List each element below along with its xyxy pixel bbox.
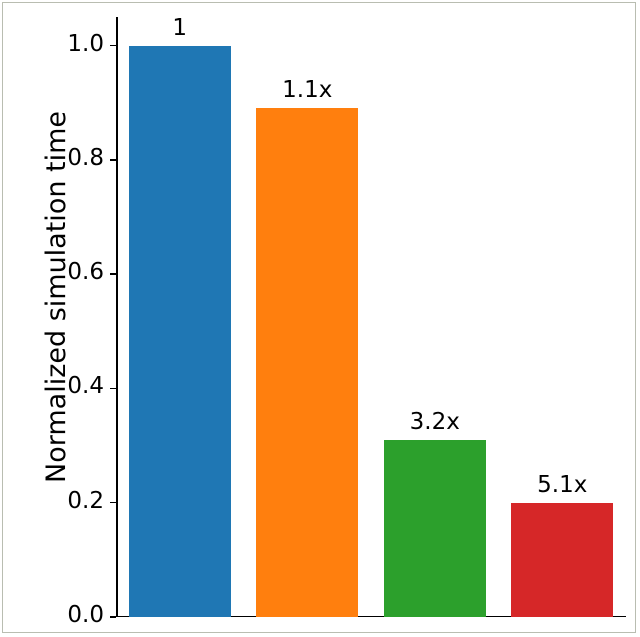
y-tick bbox=[110, 502, 116, 504]
y-tick bbox=[110, 273, 116, 275]
y-tick bbox=[110, 45, 116, 47]
y-tick-label: 0.2 bbox=[67, 488, 104, 514]
y-tick bbox=[110, 616, 116, 618]
axis-spine-left bbox=[116, 17, 118, 617]
y-tick-label: 0.8 bbox=[67, 145, 104, 171]
plot-area: 0.00.20.40.60.81.011.1x3.2x5.1x bbox=[116, 17, 626, 617]
bar bbox=[384, 440, 486, 617]
y-tick bbox=[110, 159, 116, 161]
bar bbox=[511, 503, 613, 617]
y-tick-label: 0.4 bbox=[67, 373, 104, 399]
bar-value-label: 1 bbox=[172, 15, 187, 41]
bar-value-label: 5.1x bbox=[537, 472, 587, 498]
bar bbox=[256, 108, 358, 617]
bar-value-label: 1.1x bbox=[282, 77, 332, 103]
y-tick-label: 0.0 bbox=[67, 602, 104, 628]
y-tick-label: 0.6 bbox=[67, 259, 104, 285]
y-tick-label: 1.0 bbox=[67, 31, 104, 57]
bar bbox=[129, 46, 231, 617]
chart-frame: Normalized simulation time 0.00.20.40.60… bbox=[2, 2, 636, 633]
bar-value-label: 3.2x bbox=[410, 409, 460, 435]
y-tick bbox=[110, 388, 116, 390]
